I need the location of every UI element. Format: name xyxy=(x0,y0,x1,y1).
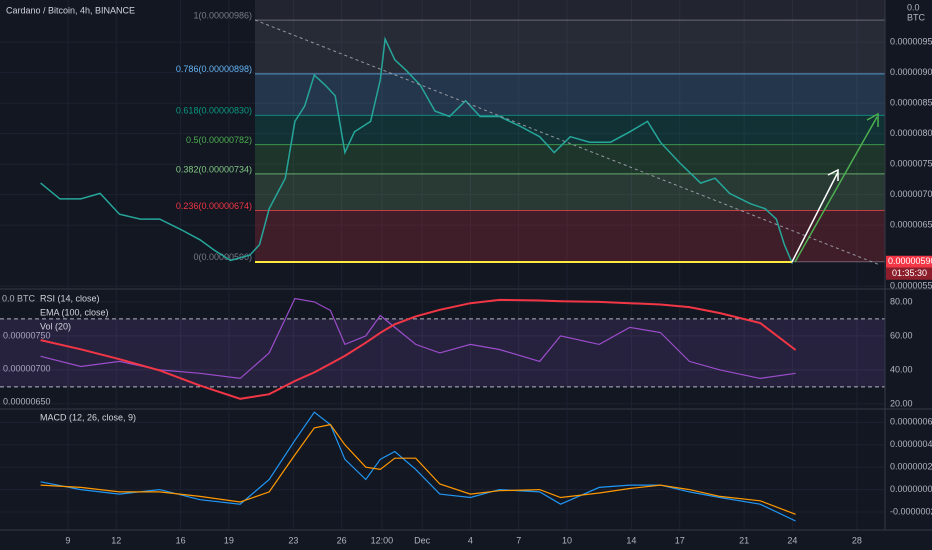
series-line xyxy=(40,297,796,380)
y-tick-label: 0.00000750 xyxy=(890,159,932,169)
panel-title: MACD (12, 26, close, 9) xyxy=(40,412,136,422)
x-tick-label: 4 xyxy=(468,535,473,545)
x-tick-label: 24 xyxy=(787,535,797,545)
price-tag-label: 0.00000590 xyxy=(888,256,932,266)
rsi-band xyxy=(0,318,885,387)
fib-band xyxy=(255,210,885,262)
fib-band xyxy=(255,0,885,21)
chart-title: Cardano / Bitcoin, 4h, BINANCE xyxy=(6,5,135,15)
x-tick-label: 19 xyxy=(224,535,234,545)
y-tick-label: 20.00 xyxy=(890,398,913,408)
arrow-head xyxy=(827,168,839,181)
series-line xyxy=(40,411,796,522)
fib-band xyxy=(255,173,885,211)
fib-label: 0.786(0.00000898) xyxy=(176,64,252,74)
y2-tick-label: 0.00000750 xyxy=(3,331,51,341)
x-tick-label: Dec xyxy=(414,535,431,545)
y-tick-label: 80.00 xyxy=(890,296,913,306)
arrow-white xyxy=(791,171,839,263)
y2-tick-label: 0.00000700 xyxy=(3,363,51,373)
x-tick-label: 14 xyxy=(626,535,636,545)
fib-label: 0.382(0.00000734) xyxy=(176,164,252,174)
fib-band xyxy=(255,115,885,145)
y2-tick-label: 0.00000650 xyxy=(3,396,51,406)
fib-band xyxy=(255,20,885,74)
y-tick-label: 60.00 xyxy=(890,330,913,340)
fib-label: 1(0.00000986) xyxy=(193,11,252,21)
series-line xyxy=(40,298,797,400)
axis-unit: 0.0 BTC xyxy=(2,293,36,303)
x-tick-label: 26 xyxy=(337,535,347,545)
fib-label: 0.618(0.00000830) xyxy=(176,106,252,116)
x-tick-label: 21 xyxy=(739,535,749,545)
x-tick-label: 23 xyxy=(288,535,298,545)
arrow-head xyxy=(866,112,879,127)
x-tick-label: 17 xyxy=(675,535,685,545)
arrow-green xyxy=(794,116,878,263)
fib-label: 0.236(0.00000674) xyxy=(176,201,252,211)
series-line xyxy=(40,423,796,515)
countdown-label: 01:35:30 xyxy=(892,268,927,278)
price-line xyxy=(40,36,794,264)
y-tick-label: 0.00000650 xyxy=(890,220,932,230)
legend: RSI (14, close) xyxy=(40,293,100,303)
fib-label: 0.5(0.00000782) xyxy=(186,135,252,145)
legend: Vol (20) xyxy=(40,321,71,331)
x-tick-label: 10 xyxy=(562,535,572,545)
y-tick-label: 0.00000700 xyxy=(890,189,932,199)
y-tick-label: 0.00000000 xyxy=(890,484,932,494)
x-tick-label: 28 xyxy=(852,535,862,545)
x-tick-label: 7 xyxy=(516,535,521,545)
fib-band xyxy=(255,73,885,116)
fib-band xyxy=(255,144,885,174)
x-tick-label: 16 xyxy=(176,535,186,545)
price-scale-top: 0.0 xyxy=(907,2,920,12)
unit-label: BTC xyxy=(907,12,926,22)
x-tick-label: 12:00 xyxy=(371,535,394,545)
countdown-tag xyxy=(886,267,932,280)
trend-line xyxy=(254,19,881,266)
y-tick-label: 40.00 xyxy=(890,364,913,374)
price-tag xyxy=(886,255,932,268)
x-tick-label: 12 xyxy=(111,535,121,545)
fib-label: 0(0.00000590) xyxy=(193,252,252,262)
legend: EMA (100, close) xyxy=(40,307,109,317)
x-tick-label: 9 xyxy=(65,535,70,545)
